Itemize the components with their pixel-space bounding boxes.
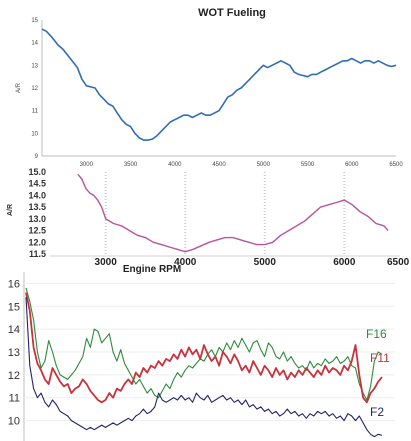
chart-1-x-tick-label: 6000 xyxy=(345,162,359,168)
chart-2-y-tick-label: 14.0 xyxy=(28,190,46,200)
chart-2-x-tick-label: 4000 xyxy=(174,257,197,268)
chart-1-x-tick-label: 5000 xyxy=(257,162,271,168)
chart-2-x-tick-label: 5000 xyxy=(254,257,277,268)
chart-2-engine-rpm: A/R 11.5 12.012.5 13.0 13.5 14.014.5 15.0 300… xyxy=(7,167,410,275)
chart-3-series-line-f2 xyxy=(25,297,383,438)
chart-1-x-tick-label: 4000 xyxy=(168,162,182,168)
chart-2-y-tick-label: 12.5 xyxy=(28,226,46,236)
chart-3-y-tick-label: 13 xyxy=(8,347,20,359)
chart-3-y-tick-label: 16 xyxy=(8,278,20,290)
chart-3-series-labels: F16 F11 F2 xyxy=(366,327,390,419)
chart-2-x-tick-label: 6000 xyxy=(333,257,356,268)
chart-2-y-tick-label: 15.0 xyxy=(28,167,46,177)
chart-1-y-tick-label: 10 xyxy=(31,131,38,137)
chart-2-y-tick-label: 13.0 xyxy=(28,214,46,224)
chart-2-series-line xyxy=(77,173,389,253)
chart-2-x-tick-label: 3000 xyxy=(95,257,118,268)
chart-2-x-axis-label: Engine RPM xyxy=(123,264,181,275)
chart-3-series-label: F11 xyxy=(370,351,390,365)
chart-2-x-tick-labels: 3000 4000 5000 6000 6500 xyxy=(95,257,410,268)
chart-2-y-tick-label: 12.0 xyxy=(28,237,46,247)
chart-1-y-axis-label: A/R xyxy=(16,82,22,93)
chart-3-series xyxy=(25,287,383,438)
chart-3-y-tick-label: 11 xyxy=(9,393,20,405)
chart-2-y-axis-label: A/R xyxy=(7,204,14,216)
chart-3-y-tick-label: 14 xyxy=(8,324,20,336)
chart-1-y-tick-labels: 9 10 11 12 13 14 15 xyxy=(31,18,38,160)
chart-2-y-tick-label: 14.5 xyxy=(28,179,46,189)
chart-1-y-tick-label: 15 xyxy=(31,18,38,24)
chart-1-y-tick-label: 11 xyxy=(32,109,39,115)
chart-1-wot-fueling: WOT Fueling A/R 9 10 11 12 13 14 15 3000 3500 40… xyxy=(16,7,403,168)
chart-1-series xyxy=(41,28,397,141)
chart-3-series-line-f11 xyxy=(25,292,383,404)
chart-2-vertical-gridlines xyxy=(104,172,346,256)
chart-1-y-tick-label: 14 xyxy=(31,41,38,47)
chart-1-y-tick-label: 12 xyxy=(31,86,38,92)
chart-3-y-tick-label: 10 xyxy=(8,416,20,428)
chart-3-y-tick-labels: 10 11 12 13 14 15 16 xyxy=(8,278,20,427)
chart-1-x-tick-label: 3000 xyxy=(80,162,94,168)
chart-3-series-label: F16 xyxy=(366,327,387,341)
chart-2-y-tick-labels: 11.5 12.012.5 13.0 13.5 14.014.5 15.0 xyxy=(28,167,46,259)
chart-1-x-tick-label: 5500 xyxy=(301,162,315,168)
chart-2-x-tick-label: 6500 xyxy=(387,257,410,268)
chart-1-series-line xyxy=(41,28,397,141)
chart-1-x-tick-label: 4500 xyxy=(212,162,226,168)
chart-3-fuel-maps: 10 11 12 13 14 15 16 F16 F11 F2 xyxy=(8,272,395,441)
chart-1-title: WOT Fueling xyxy=(198,7,266,19)
chart-3-y-tick-label: 15 xyxy=(8,301,20,313)
chart-1-x-tick-label: 3500 xyxy=(124,162,138,168)
chart-2-y-tick-label: 13.5 xyxy=(28,202,46,212)
chart-1-x-tick-label: 6500 xyxy=(389,162,403,168)
chart-1-x-tick-labels: 3000 3500 4000 4500 5000 5500 6000 6500 xyxy=(80,162,404,168)
chart-3-series-line-f16 xyxy=(25,287,383,401)
chart-1-y-tick-label: 13 xyxy=(31,63,38,69)
chart-3-y-tick-label: 12 xyxy=(8,370,20,382)
chart-2-series xyxy=(77,173,389,253)
chart-2-y-tick-label: 11.5 xyxy=(29,249,46,259)
chart-1-y-tick-label: 9 xyxy=(35,154,39,160)
chart-3-series-label: F2 xyxy=(370,405,384,419)
